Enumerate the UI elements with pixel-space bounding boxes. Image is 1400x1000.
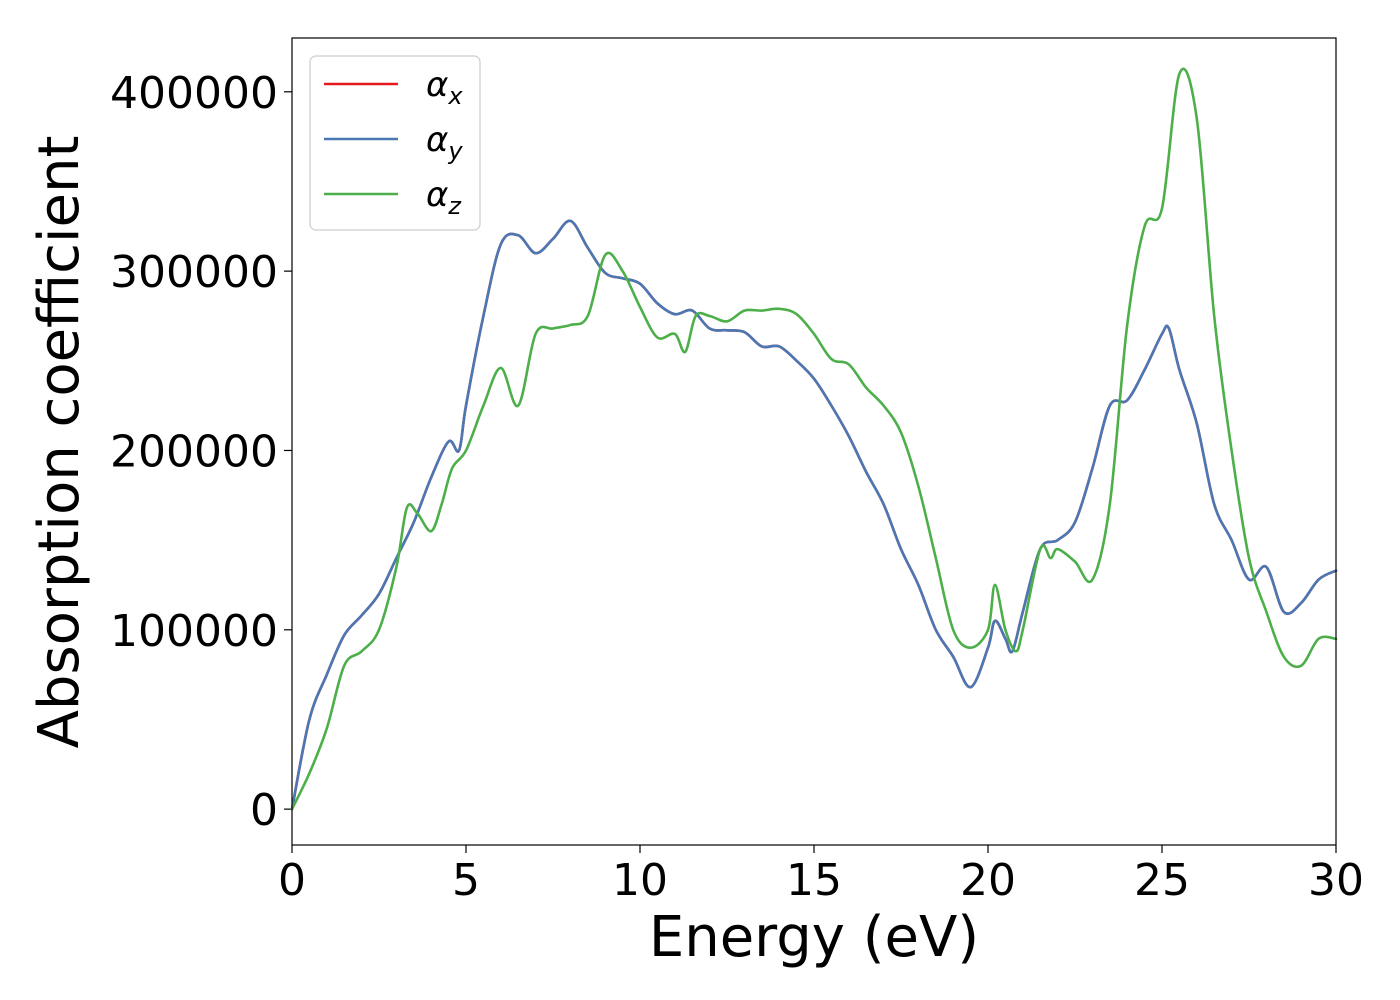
legend-label-alpha-x: αx bbox=[426, 65, 463, 110]
x-tick-label: 15 bbox=[786, 855, 842, 906]
series-line-alpha-z bbox=[290, 67, 1338, 811]
legend-frame bbox=[309, 55, 481, 231]
x-tick-label: 25 bbox=[1134, 855, 1190, 906]
y-axis-ticks: 0 100000 200000 300000 400000 bbox=[110, 68, 292, 836]
x-axis-label: Energy (eV) bbox=[649, 905, 979, 970]
x-tick-label: 5 bbox=[452, 855, 480, 906]
x-tick-label: 0 bbox=[278, 855, 306, 906]
x-tick-label: 30 bbox=[1308, 855, 1364, 906]
legend-label-alpha-y: αy bbox=[426, 120, 463, 165]
series-line-alpha-y bbox=[290, 219, 1338, 811]
x-tick-label: 10 bbox=[612, 855, 668, 906]
plot-frame bbox=[291, 37, 1337, 846]
y-tick-label: 400000 bbox=[110, 68, 278, 119]
legend: αx αy αz bbox=[309, 55, 481, 231]
y-tick-label: 0 bbox=[250, 785, 278, 836]
legend-label-alpha-z: αz bbox=[426, 175, 462, 220]
y-axis-label: Absorption coefficient bbox=[27, 136, 92, 749]
y-tick-label: 200000 bbox=[110, 426, 278, 477]
series-lines bbox=[290, 67, 1338, 811]
y-tick-label: 300000 bbox=[110, 247, 278, 298]
y-tick-label: 100000 bbox=[110, 606, 278, 657]
x-axis-ticks: 0 5 10 15 20 25 30 bbox=[278, 845, 1364, 906]
x-tick-label: 20 bbox=[960, 855, 1016, 906]
